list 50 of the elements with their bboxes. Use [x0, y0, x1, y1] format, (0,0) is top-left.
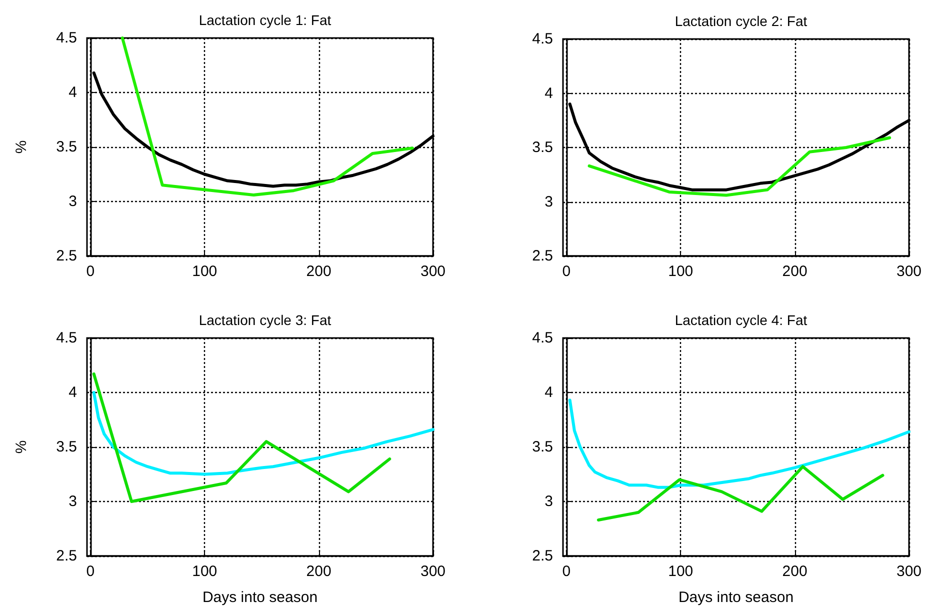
y-tick-label: 4.5	[56, 330, 77, 346]
line-series	[588, 136, 892, 197]
y-tick-label: 4	[544, 84, 553, 102]
y-tick-label: 3	[68, 193, 77, 210]
y-tick-label: 3.5	[56, 438, 77, 456]
line-series	[92, 372, 392, 503]
x-tick-label: 100	[668, 263, 694, 280]
y-axis-title: %	[13, 440, 30, 454]
x-tick-label: 300	[896, 563, 922, 580]
y-tick-label: 2.5	[532, 548, 553, 564]
line-series	[596, 465, 884, 522]
x-tick-label: 300	[896, 263, 922, 280]
y-tick-label: 3.5	[532, 139, 553, 156]
y-axis-title: %	[13, 140, 30, 154]
y-tick-label: 2.5	[532, 248, 553, 264]
y-tick-label: 4.5	[56, 30, 77, 46]
x-tick-label: 300	[420, 263, 446, 280]
y-tick-label: 3.5	[56, 138, 77, 156]
y-tick-label: 4	[68, 84, 77, 101]
chart-title: Lactation cycle 4: Fat	[674, 312, 808, 328]
x-tick-label: 0	[562, 263, 571, 280]
y-tick-label: 2.5	[56, 248, 77, 264]
y-tick-label: 4	[544, 384, 553, 401]
y-tick-label: 4.5	[532, 30, 553, 48]
y-tick-label: 3	[544, 193, 553, 210]
chart-title: Lactation cycle 1: Fat	[198, 12, 332, 28]
y-tick-label: 4.5	[532, 330, 553, 346]
x-tick-label: 0	[86, 563, 95, 580]
x-axis-title: Days into season	[678, 589, 794, 606]
y-tick-label: 4	[68, 384, 77, 401]
x-tick-label: 100	[192, 563, 218, 580]
line-series	[568, 398, 910, 489]
x-tick-label: 200	[306, 263, 332, 280]
chart-title: Lactation cycle 2: Fat	[674, 13, 808, 29]
y-tick-label: 3	[544, 493, 553, 510]
y-tick-label: 3	[68, 493, 77, 510]
x-tick-label: 0	[562, 563, 571, 580]
x-tick-label: 100	[668, 563, 694, 580]
x-tick-label: 200	[782, 563, 808, 580]
chart-title: Lactation cycle 3: Fat	[198, 312, 332, 328]
x-tick-label: 100	[192, 263, 218, 280]
x-tick-label: 200	[306, 563, 332, 580]
x-tick-label: 300	[420, 563, 446, 580]
x-axis-title: Days into season	[202, 589, 318, 606]
y-tick-label: 3.5	[532, 438, 553, 456]
x-tick-label: 0	[86, 263, 95, 280]
line-series	[120, 36, 414, 196]
x-tick-label: 200	[782, 263, 808, 280]
line-series	[92, 391, 434, 476]
y-tick-label: 2.5	[56, 548, 77, 564]
